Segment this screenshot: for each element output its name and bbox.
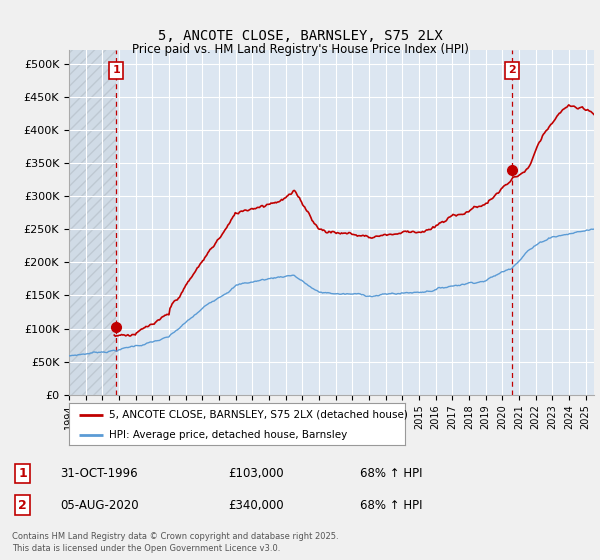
Bar	[69, 50, 116, 395]
Text: Contains HM Land Registry data © Crown copyright and database right 2025.
This d: Contains HM Land Registry data © Crown c…	[12, 533, 338, 553]
Text: 5, ANCOTE CLOSE, BARNSLEY, S75 2LX: 5, ANCOTE CLOSE, BARNSLEY, S75 2LX	[158, 29, 442, 44]
Text: 2: 2	[508, 66, 516, 75]
Text: £340,000: £340,000	[228, 498, 284, 512]
Text: 68% ↑ HPI: 68% ↑ HPI	[360, 466, 422, 480]
Text: 68% ↑ HPI: 68% ↑ HPI	[360, 498, 422, 512]
Text: 2: 2	[18, 498, 27, 512]
Text: 31-OCT-1996: 31-OCT-1996	[60, 466, 137, 480]
Text: 1: 1	[18, 466, 27, 480]
Text: HPI: Average price, detached house, Barnsley: HPI: Average price, detached house, Barn…	[109, 430, 347, 440]
Text: Price paid vs. HM Land Registry's House Price Index (HPI): Price paid vs. HM Land Registry's House …	[131, 43, 469, 56]
Text: £103,000: £103,000	[228, 466, 284, 480]
Text: 1: 1	[112, 66, 120, 75]
Bar	[69, 50, 116, 395]
Text: 05-AUG-2020: 05-AUG-2020	[60, 498, 139, 512]
Text: 5, ANCOTE CLOSE, BARNSLEY, S75 2LX (detached house): 5, ANCOTE CLOSE, BARNSLEY, S75 2LX (deta…	[109, 410, 408, 420]
